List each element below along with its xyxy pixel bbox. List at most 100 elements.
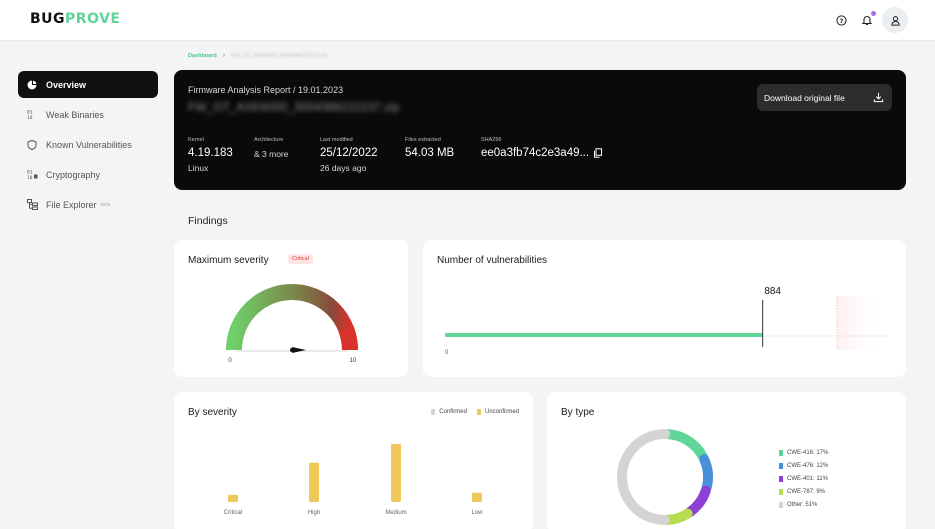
severity-tick-label: Critical xyxy=(224,510,242,516)
donut-slice-2[interactable] xyxy=(685,485,711,517)
breadcrumb: Dashboard › FW_GT_AXE6000_3004388222237.… xyxy=(188,52,328,59)
sha256-value: ee0a3fb74c2e3a49... xyxy=(481,147,590,159)
legend-swatch xyxy=(779,488,783,495)
breadcrumb-current: FW_GT_AXE6000_3004388222237.zip xyxy=(231,52,329,59)
severity-tick-label: Medium xyxy=(385,510,406,516)
logo-text-accent: PROVE xyxy=(65,11,121,27)
meta-value: 4.19.183 xyxy=(188,147,233,159)
meta-sub: Linux xyxy=(188,163,209,173)
top-bar: BUGPROVE ? xyxy=(0,0,935,40)
by-severity-card: By severity Confirmed Unconfirmed Critic… xyxy=(174,392,533,529)
sidebar-item-label: File Explorer xyxy=(46,199,97,210)
card-title: Maximum severity xyxy=(188,255,269,266)
sidebar-item-known-vulnerabilities[interactable]: Known Vulnerabilities xyxy=(18,131,158,158)
meta-architecture: Architecture & 3 more xyxy=(254,137,289,159)
threshold-zone xyxy=(837,296,887,350)
severity-bar-medium[interactable] xyxy=(391,444,401,502)
sidebar-item-label: Known Vulnerabilities xyxy=(46,139,132,150)
report-header-card: Firmware Analysis Report / 19.01.2023 FW… xyxy=(174,70,906,190)
meta-label: Files extracted xyxy=(405,137,441,143)
meta-value-row: ee0a3fb74c2e3a49... xyxy=(481,147,603,159)
type-legend: CWE-416: 17% CWE-476: 12% CWE-401: 11% CWE-… xyxy=(779,446,828,511)
type-legend-item[interactable]: CWE-787: 9% xyxy=(779,485,828,498)
legend-label: CWE-401: 11% xyxy=(787,475,828,482)
svg-text:?: ? xyxy=(839,16,843,24)
sidebar-item-file-explorer[interactable]: File Explorer beta xyxy=(18,191,158,218)
legend-label-confirmed[interactable]: Confirmed xyxy=(439,409,467,415)
sidebar-item-label: Weak Binaries xyxy=(46,109,104,120)
legend-label: CWE-787: 9% xyxy=(787,488,826,495)
severity-gauge: 0 10 xyxy=(226,284,358,364)
legend-swatch xyxy=(779,449,783,456)
svg-text:01: 01 xyxy=(27,170,33,176)
severity-bar-high[interactable] xyxy=(309,462,319,502)
sidebar-item-weak-binaries[interactable]: 01 10 Weak Binaries xyxy=(18,101,158,128)
donut-slice-3[interactable] xyxy=(662,508,693,525)
binary-icon: 01 10 xyxy=(26,109,38,121)
type-legend-item[interactable]: CWE-401: 11% xyxy=(779,472,828,485)
severity-legend: Confirmed Unconfirmed xyxy=(431,409,519,415)
donut-slice-4[interactable] xyxy=(617,428,671,525)
card-title: Number of vulnerabilities xyxy=(437,255,548,266)
severity-bar-chart: Critical High Medium Low xyxy=(224,444,483,516)
meta-kernel: Kernel 4.19.183 Linux xyxy=(188,137,233,173)
copy-icon[interactable] xyxy=(593,148,603,158)
download-original-file-button[interactable]: Download original file xyxy=(757,84,892,111)
type-legend-item[interactable]: CWE-476: 12% xyxy=(779,459,828,472)
vulnerability-bar xyxy=(445,333,763,337)
meta-last-modified: Last modified 25/12/2022 26 days ago xyxy=(320,137,378,173)
download-button-label: Download original file xyxy=(764,92,845,103)
legend-swatch-confirmed xyxy=(431,409,436,415)
meta-value: 25/12/2022 xyxy=(320,147,378,159)
meta-label: Kernel xyxy=(188,137,204,143)
legend-swatch xyxy=(779,475,783,482)
sidebar-item-overview[interactable]: Overview xyxy=(18,71,158,98)
legend-label: Other: 51% xyxy=(787,501,818,508)
by-type-card: By type CWE-416: 17% CWE-476: 12% CWE-401:… xyxy=(547,392,906,529)
severity-bar-critical[interactable] xyxy=(228,494,238,502)
sidebar-item-label: Cryptography xyxy=(46,169,101,180)
severity-badge: Critical xyxy=(288,254,313,264)
meta-files-extracted: Files extracted 54.03 MB xyxy=(405,137,454,159)
donut-slice-0[interactable] xyxy=(663,429,708,462)
gauge-critical-segment xyxy=(338,325,358,350)
bell-icon[interactable] xyxy=(857,10,877,30)
folder-tree-icon xyxy=(26,199,38,211)
meta-value: 54.03 MB xyxy=(405,147,455,159)
legend-label: CWE-416: 17% xyxy=(787,449,829,456)
svg-text:10: 10 xyxy=(27,175,33,180)
architecture-more-link[interactable]: & 3 more xyxy=(254,149,289,159)
svg-text:01: 01 xyxy=(27,110,33,116)
donut-slice-1[interactable] xyxy=(699,454,713,493)
user-icon xyxy=(890,15,900,26)
severity-bar-low[interactable] xyxy=(472,492,482,502)
axis-min-label: 0 xyxy=(445,350,449,356)
legend-label-unconfirmed[interactable]: Unconfirmed xyxy=(484,409,519,415)
help-icon[interactable]: ? xyxy=(831,10,851,30)
sidebar-item-cryptography[interactable]: 01 10 Cryptography xyxy=(18,161,158,188)
overview-icon xyxy=(26,79,38,91)
severity-tick-label: High xyxy=(308,510,320,516)
sidebar-item-label: Overview xyxy=(46,79,87,90)
gauge-max-label: 10 xyxy=(350,358,357,364)
crypto-icon: 01 10 xyxy=(26,169,38,181)
notification-dot xyxy=(871,11,876,16)
meta-label: Architecture xyxy=(254,137,284,143)
type-legend-item[interactable]: CWE-416: 17% xyxy=(779,446,828,459)
shield-icon xyxy=(26,139,38,151)
meta-label: SHA256 xyxy=(481,137,502,143)
max-severity-card: Maximum severity Critical 0 10 xyxy=(174,240,408,377)
user-avatar-button[interactable] xyxy=(882,7,908,33)
vulnerability-count-bar: 884 0 xyxy=(445,286,887,356)
gauge-hub xyxy=(290,348,294,352)
findings-title: Findings xyxy=(188,215,228,227)
logo[interactable]: BUGPROVE xyxy=(30,11,121,27)
gauge-needle xyxy=(292,347,306,353)
type-legend-item[interactable]: Other: 51% xyxy=(779,498,828,511)
logo-text-primary: BUG xyxy=(30,11,66,27)
breadcrumb-root-link[interactable]: Dashboard xyxy=(188,52,217,59)
legend-swatch xyxy=(779,462,783,469)
report-filename: FW_GT_AXE6000_3004388222237.zip xyxy=(188,100,400,114)
legend-label: CWE-476: 12% xyxy=(787,462,829,469)
card-title: By type xyxy=(561,407,595,418)
